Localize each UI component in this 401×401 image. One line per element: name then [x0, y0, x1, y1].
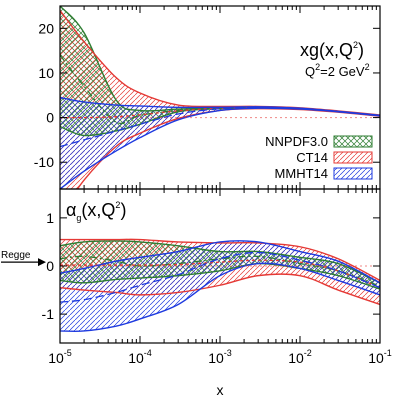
xtick-label: 10-2	[288, 348, 312, 366]
x-axis-label: x	[217, 382, 224, 398]
xtick-label: 10-1	[368, 348, 392, 366]
bottom-central-nnpdf30	[60, 255, 380, 287]
bottom-ytick-label: 0	[46, 258, 54, 274]
top-ytick-label: 20	[38, 20, 54, 36]
regge-annotation: Regge	[1, 250, 46, 267]
top-lower-mmht14	[60, 107, 380, 189]
regge-arrow-head	[38, 258, 46, 267]
bottom-upper-ct14	[60, 238, 380, 282]
legend-swatch-mmht14	[333, 167, 373, 180]
bottom-ytick-label: -1	[42, 306, 55, 322]
top-ytick-label: 10	[38, 65, 54, 81]
top-band-mmht14	[60, 97, 380, 189]
bottom-lower-mmht14	[60, 262, 380, 333]
bottom-panel: 1 0 -1 αg(x,Q2) Regge	[1, 188, 381, 344]
bottom-lower-nnpdf30	[60, 262, 380, 290]
bottom-upper-nnpdf30	[60, 240, 380, 284]
top-panel-title: xg(x,Q2)	[300, 40, 364, 60]
xtick-label: 10-5	[48, 348, 72, 366]
top-panel: 20 10 0 -10 xg(x,Q2) Q2=2 GeV2 NNPDF3.0CT14…	[34, 5, 381, 190]
top-panel-subtitle: Q2=2 GeV2	[305, 62, 370, 79]
xtick-label: 10-3	[208, 348, 232, 366]
legend-label-nnpdf30: NNPDF3.0	[265, 134, 328, 149]
legend-label-ct14: CT14	[296, 150, 328, 165]
bottom-ytick-label: 1	[46, 210, 54, 226]
x-axis: 10-5 10-4 10-3 10-2 10-1	[48, 348, 392, 366]
top-ytick-label: -10	[34, 154, 54, 170]
regge-label: Regge	[1, 250, 31, 261]
top-band-ct14	[60, 10, 380, 189]
xtick-label: 10-4	[128, 348, 152, 366]
top-central-mmht14	[60, 106, 380, 148]
top-ytick-label: 0	[46, 110, 54, 126]
top-central-nnpdf30	[60, 54, 380, 124]
legend-swatch-nnpdf30	[333, 135, 373, 148]
bottom-central-mmht14	[60, 251, 380, 303]
bottom-upper-mmht14	[60, 240, 380, 284]
legend-label-mmht14: MMHT14	[275, 166, 328, 181]
legend-swatch-ct14	[333, 151, 373, 164]
bottom-panel-title: αg(x,Q2)	[66, 200, 126, 223]
